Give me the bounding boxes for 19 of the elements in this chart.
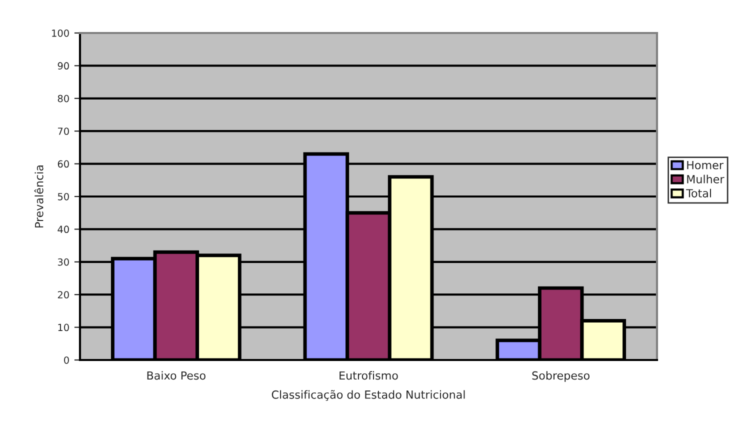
- y-axis-title: Prevalência: [34, 166, 44, 228]
- y-tick-label: 60: [58, 160, 69, 168]
- y-tick-label: 50: [58, 192, 69, 200]
- y-tick-label: 10: [58, 324, 69, 332]
- x-tick-label: Sobrepeso: [532, 371, 590, 382]
- y-tick-label: 30: [58, 258, 69, 266]
- y-tick-label: 20: [58, 291, 69, 298]
- legend-label: Mulher: [687, 174, 724, 184]
- legend-label: Homer: [687, 161, 724, 170]
- y-tick-label: 40: [58, 226, 69, 234]
- x-axis-title: Classificação do Estado Nutricional: [272, 390, 465, 401]
- y-tick-label: 70: [58, 128, 69, 135]
- legend-label: Total: [686, 188, 712, 198]
- x-tick-label: Eutrofismo: [340, 371, 398, 380]
- y-tick-label: 0: [64, 356, 69, 364]
- x-tick-label: Baixo Peso: [147, 371, 206, 380]
- y-tick-label: 80: [58, 94, 69, 102]
- y-tick-label: 90: [58, 62, 69, 70]
- y-tick-label: 100: [52, 29, 69, 37]
